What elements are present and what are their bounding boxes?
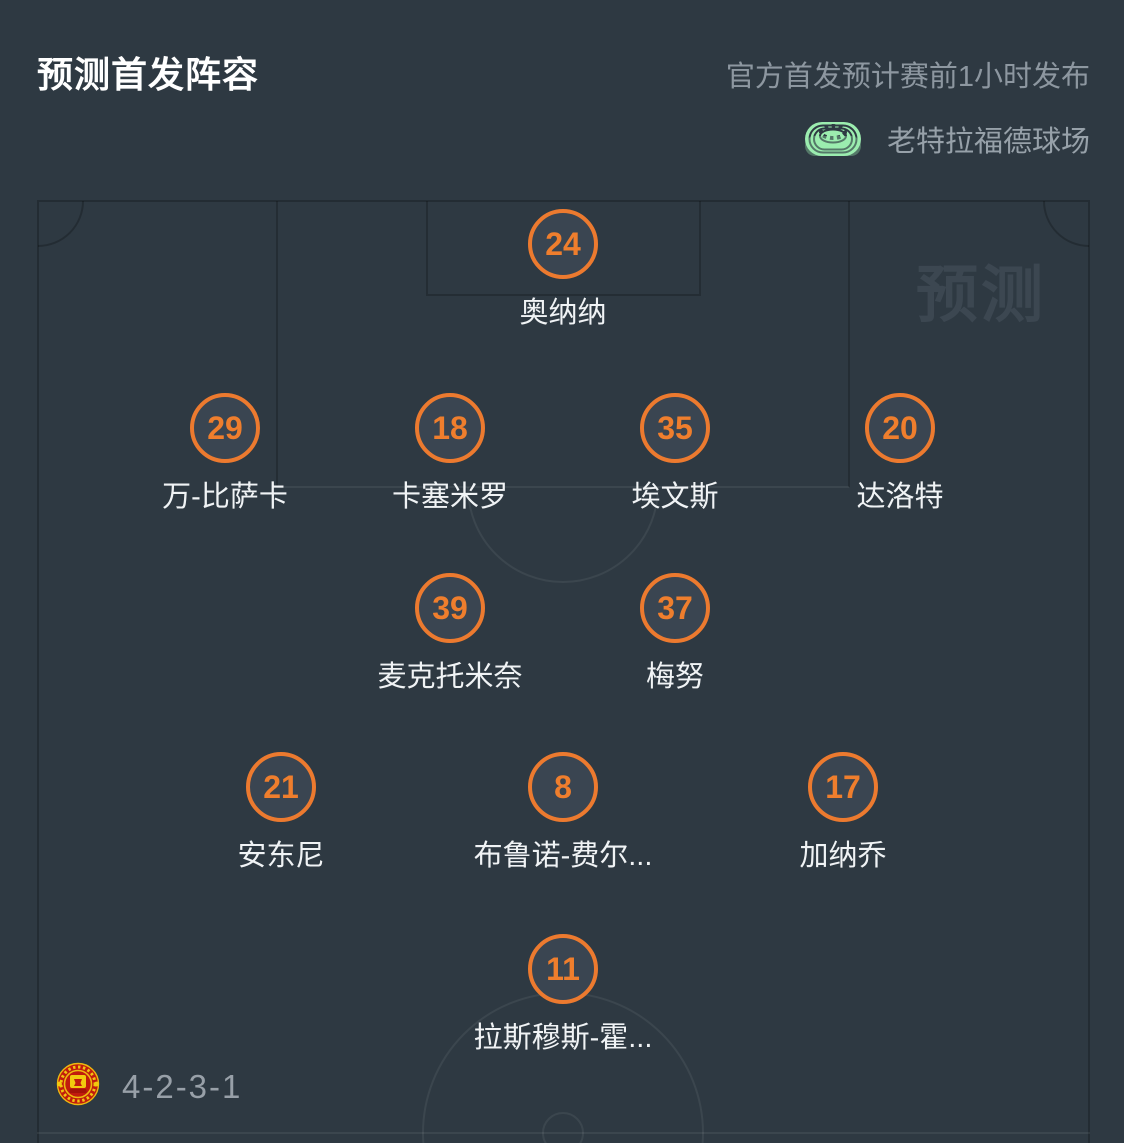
player-number-badge: 17 <box>808 752 878 822</box>
formation-label: 4-2-3-1 <box>122 1067 243 1105</box>
player-number: 29 <box>207 409 243 446</box>
venue-row: 老特拉福德球场 <box>803 112 1090 165</box>
player-number-badge: 21 <box>246 752 316 822</box>
player-number: 11 <box>546 950 580 987</box>
player-number-badge: 24 <box>528 209 598 279</box>
player-number: 20 <box>882 409 918 446</box>
player-name: 卡塞米罗 <box>391 481 508 513</box>
pitch: 预测 24 奥纳纳 29 万-比萨卡 18 卡塞米罗 35 埃文斯 20 达洛特… <box>37 200 1090 1143</box>
player-number-badge: 18 <box>415 393 485 463</box>
player-number: 17 <box>825 768 861 805</box>
player-number-badge: 39 <box>415 573 485 643</box>
player-lb[interactable]: 20 达洛特 <box>780 393 1020 515</box>
player-dm-1[interactable]: 39 麦克托米奈 <box>330 573 570 695</box>
player-gk[interactable]: 24 奥纳纳 <box>443 209 683 331</box>
player-name: 安东尼 <box>237 840 325 872</box>
player-number: 24 <box>545 225 581 262</box>
stadium-icon <box>803 112 863 165</box>
player-name: 梅努 <box>645 661 704 693</box>
player-name: 加纳乔 <box>799 840 887 872</box>
player-name: 万-比萨卡 <box>162 481 288 513</box>
player-number: 18 <box>432 409 468 446</box>
player-cb-2[interactable]: 35 埃文斯 <box>555 393 795 515</box>
player-number: 37 <box>657 589 693 626</box>
pitch-watermark: 预测 <box>915 261 1046 330</box>
lineup-notice-text: 官方首发预计赛前1小时发布 <box>725 61 1090 93</box>
player-name: 布鲁诺-费尔... <box>473 840 653 872</box>
player-name: 拉斯穆斯-霍... <box>473 1022 653 1054</box>
player-cb-1[interactable]: 18 卡塞米罗 <box>330 393 570 515</box>
player-number-badge: 29 <box>190 393 260 463</box>
player-number-badge: 35 <box>640 393 710 463</box>
player-number-badge: 8 <box>528 752 598 822</box>
player-number: 35 <box>657 409 693 446</box>
player-number-badge: 37 <box>640 573 710 643</box>
formation-bar: 4-2-3-1 <box>56 1062 242 1111</box>
player-rb[interactable]: 29 万-比萨卡 <box>105 393 345 515</box>
player-dm-2[interactable]: 37 梅努 <box>555 573 795 695</box>
player-cam[interactable]: 8 布鲁诺-费尔... <box>443 752 683 874</box>
page-title: 预测首发阵容 <box>37 54 260 95</box>
player-lw[interactable]: 17 加纳乔 <box>723 752 963 874</box>
venue-name: 老特拉福德球场 <box>886 125 1090 158</box>
player-number: 21 <box>263 768 299 805</box>
player-name: 奥纳纳 <box>519 297 607 329</box>
player-name: 麦克托米奈 <box>377 661 523 693</box>
player-number-badge: 11 <box>528 934 598 1004</box>
pitch-lines <box>37 200 1090 1143</box>
player-rw[interactable]: 21 安东尼 <box>161 752 401 874</box>
player-number-badge: 20 <box>865 393 935 463</box>
player-number: 8 <box>554 768 572 805</box>
player-st[interactable]: 11 拉斯穆斯-霍... <box>443 934 683 1056</box>
player-name: 埃文斯 <box>631 481 719 513</box>
team-crest-icon <box>56 1062 100 1111</box>
player-number: 39 <box>432 589 468 626</box>
player-name: 达洛特 <box>856 481 944 513</box>
